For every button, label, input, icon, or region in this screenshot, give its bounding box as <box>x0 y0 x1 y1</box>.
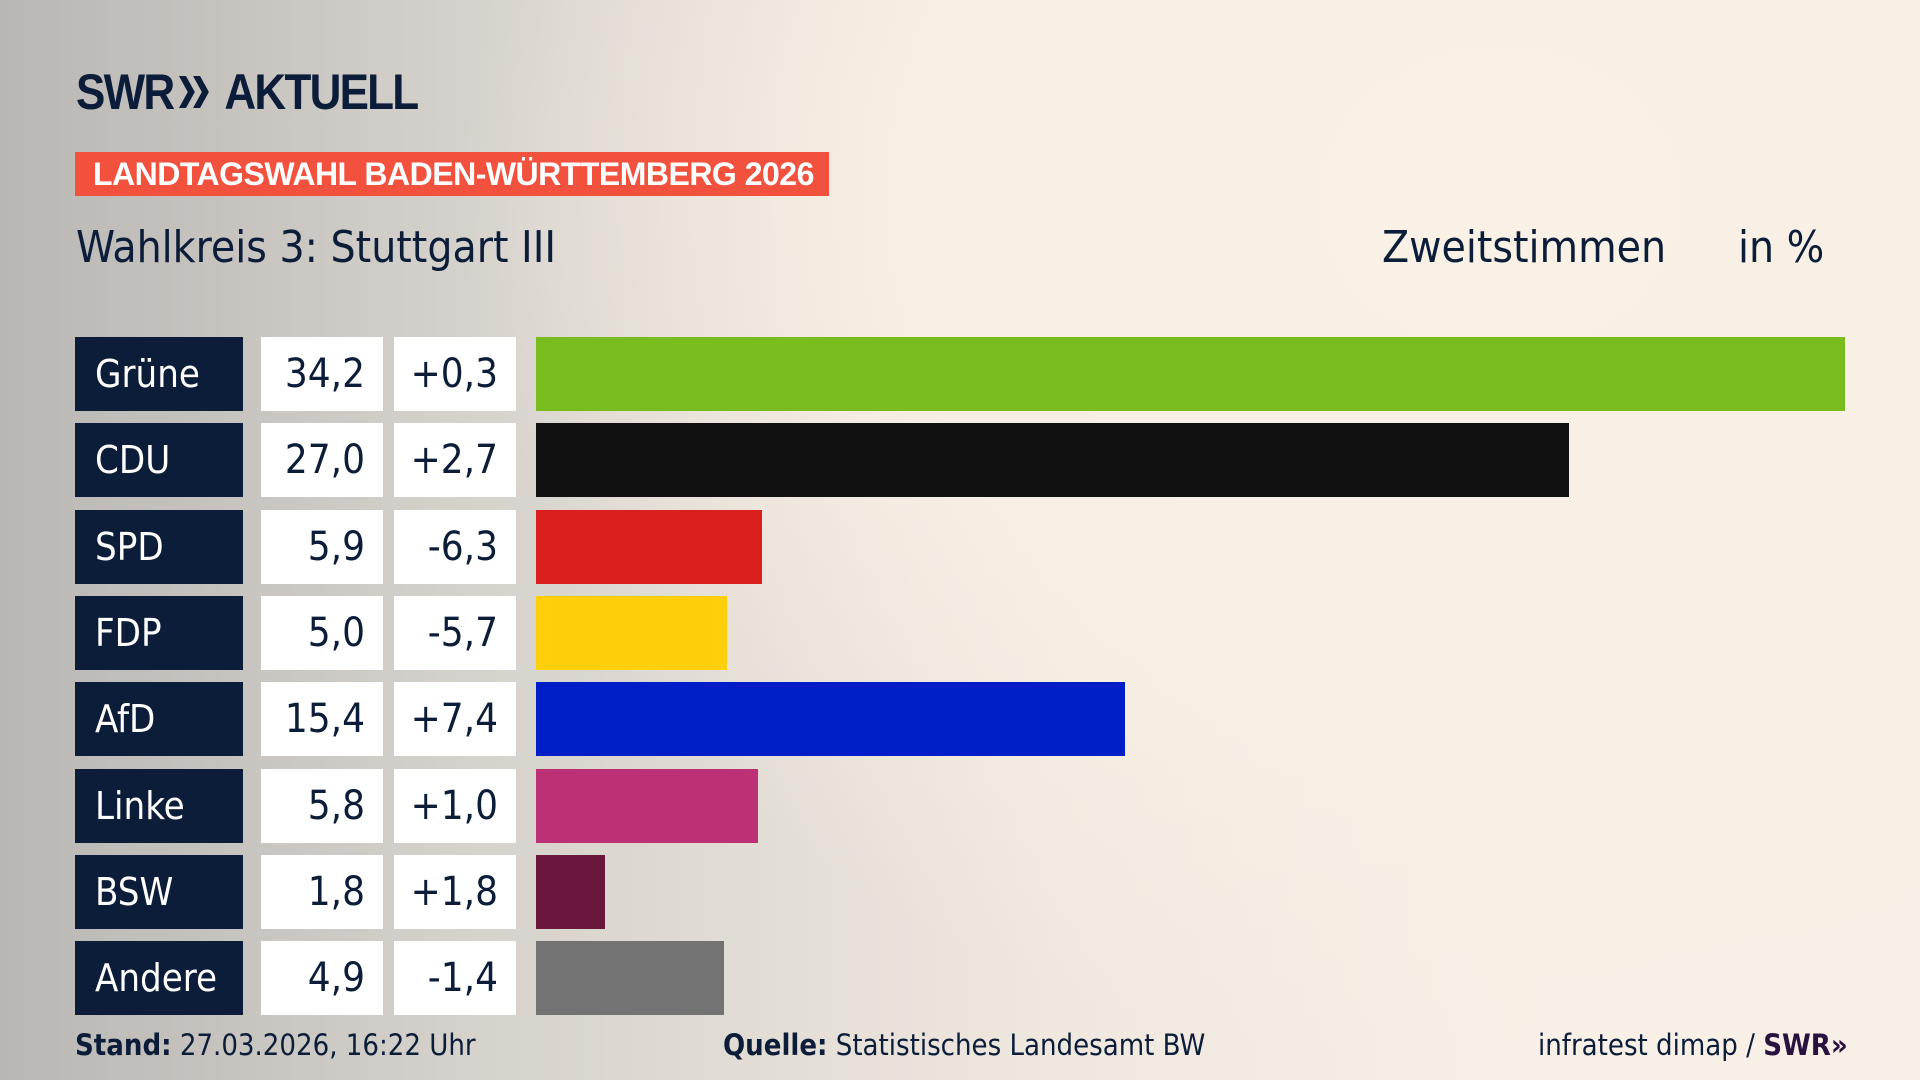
bar-afd <box>536 682 1126 757</box>
vote-share-label: 1,8 <box>261 854 383 929</box>
party-label: Grüne <box>75 337 243 411</box>
vote-share-label: 5,8 <box>261 768 383 843</box>
bar-andere <box>536 941 724 1016</box>
change-label: -1,4 <box>394 941 516 1016</box>
vote-share-label: 34,2 <box>261 337 383 411</box>
bar-grüne <box>536 337 1845 411</box>
change-label: +2,7 <box>394 423 516 498</box>
credit: infratest dimap / SWR» <box>1538 1028 1848 1062</box>
double-chevron-icon <box>178 76 209 108</box>
credit-swr-logo: SWR <box>1763 1028 1831 1062</box>
election-banner: LANDTAGSWAHL BADEN-WÜRTTEMBERG 2026 <box>75 152 829 196</box>
change-label: +7,4 <box>394 682 516 757</box>
change-label: +1,0 <box>394 768 516 843</box>
vote-share-label: 27,0 <box>261 423 383 498</box>
vote-share-label: 15,4 <box>261 682 383 757</box>
constituency-title: Wahlkreis 3: Stuttgart III <box>76 222 557 273</box>
source: Quelle: Statistisches Landesamt BW <box>723 1028 1205 1062</box>
vote-share-label: 5,0 <box>261 595 383 670</box>
bar-linke <box>536 768 758 843</box>
stand-label: Stand: <box>75 1028 172 1062</box>
bar-cdu <box>536 423 1570 498</box>
bar-bsw <box>536 854 605 929</box>
party-label: BSW <box>75 854 243 929</box>
stand-value: 27.03.2026, 16:22 Uhr <box>179 1028 476 1062</box>
double-chevron-icon: » <box>1830 1028 1848 1062</box>
party-label: Andere <box>75 941 243 1016</box>
bar-spd <box>536 509 762 584</box>
change-label: +0,3 <box>394 337 516 411</box>
source-value: Statistisches Landesamt BW <box>835 1028 1206 1062</box>
change-label: -6,3 <box>394 509 516 584</box>
swr-aktuell-logo: SWR AKTUELL <box>76 64 419 120</box>
source-label: Quelle: <box>723 1028 828 1062</box>
vote-type-label: Zweitstimmen <box>1382 222 1667 273</box>
party-label: Linke <box>75 768 243 843</box>
change-label: +1,8 <box>394 854 516 929</box>
logo-swr: SWR <box>76 64 175 120</box>
unit-label: in % <box>1738 222 1825 273</box>
credit-text: infratest dimap / <box>1538 1028 1755 1062</box>
party-label: FDP <box>75 595 243 670</box>
change-label: -5,7 <box>394 595 516 670</box>
logo-aktuell: AKTUELL <box>224 64 419 120</box>
vote-share-label: 4,9 <box>261 941 383 1016</box>
party-label: CDU <box>75 423 243 498</box>
vote-share-label: 5,9 <box>261 509 383 584</box>
party-label: SPD <box>75 509 243 584</box>
bar-fdp <box>536 595 728 670</box>
timestamp: Stand: 27.03.2026, 16:22 Uhr <box>75 1028 476 1062</box>
party-label: AfD <box>75 682 243 757</box>
